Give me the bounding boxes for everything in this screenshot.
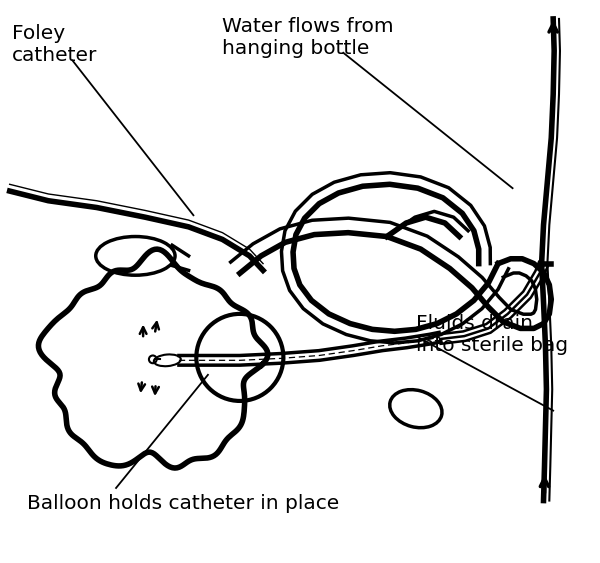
Text: Foley
catheter: Foley catheter: [11, 24, 97, 65]
Text: Balloon holds catheter in place: Balloon holds catheter in place: [27, 494, 340, 513]
Circle shape: [196, 314, 283, 401]
Text: Fluids drain
into sterile bag: Fluids drain into sterile bag: [416, 314, 568, 355]
Text: Water flows from
hanging bottle: Water flows from hanging bottle: [223, 17, 394, 58]
Ellipse shape: [390, 390, 442, 428]
Ellipse shape: [154, 355, 181, 366]
